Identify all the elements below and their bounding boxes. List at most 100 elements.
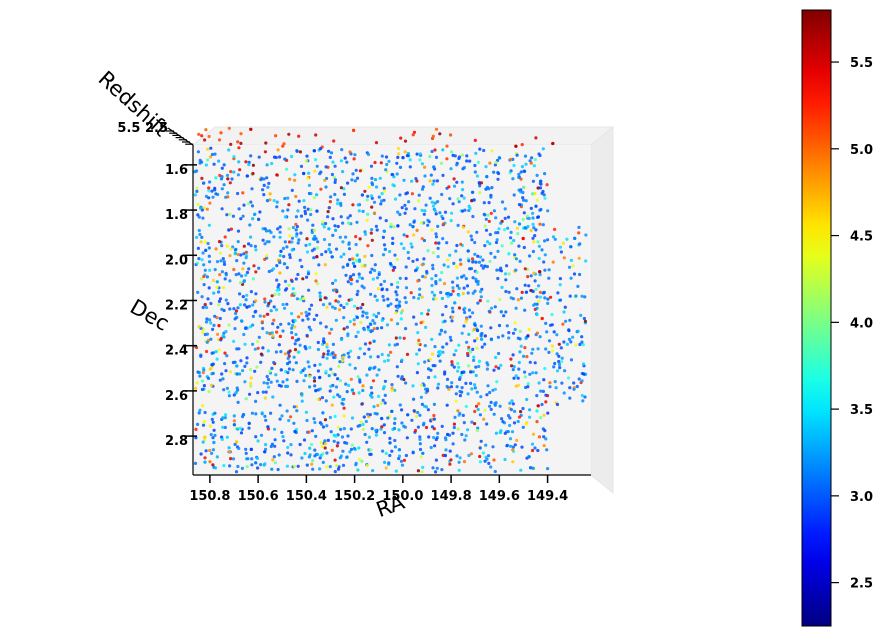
scatter-point — [340, 148, 344, 152]
scatter-point — [331, 305, 335, 309]
scatter-point — [517, 360, 521, 365]
scatter-point — [454, 392, 458, 396]
scatter-point — [394, 290, 398, 294]
scatter-point — [361, 302, 365, 307]
scatter-point — [354, 334, 358, 339]
scatter-point — [415, 258, 419, 262]
scatter-point — [402, 178, 406, 182]
scatter-point — [482, 201, 486, 205]
scatter-point — [413, 269, 418, 273]
scatter-point — [497, 351, 501, 356]
scatter-point — [296, 338, 300, 342]
scatter-point — [304, 310, 308, 314]
scatter-point — [313, 234, 317, 238]
scatter-point — [443, 436, 448, 440]
scatter-point — [452, 177, 456, 181]
scatter-point — [555, 333, 559, 337]
scatter-point — [287, 351, 291, 355]
scatter-point — [304, 159, 308, 163]
scatter-point — [290, 279, 294, 283]
scatter-point — [248, 325, 253, 329]
scatter-point — [537, 299, 541, 303]
scatter-point — [305, 418, 309, 423]
scatter-point — [296, 241, 300, 245]
scatter-point — [291, 287, 295, 291]
scatter-point — [264, 447, 268, 451]
scatter-point — [476, 282, 480, 286]
scatter-point — [363, 264, 367, 268]
scatter-point — [348, 150, 352, 154]
scatter-point — [488, 404, 492, 408]
scatter-point — [388, 453, 392, 458]
scatter-point — [548, 323, 553, 327]
scatter-point — [208, 460, 212, 464]
scatter-point — [211, 195, 215, 199]
scatter-point — [200, 176, 204, 180]
x-tick-label: 150.2 — [334, 489, 375, 504]
scatter-point — [257, 217, 261, 221]
scatter-point — [265, 256, 269, 260]
scatter-point — [399, 317, 403, 321]
scatter-point — [358, 423, 362, 428]
scatter-point — [336, 441, 340, 445]
scatter-point — [465, 154, 469, 158]
scatter-point — [371, 469, 375, 473]
scatter-point — [217, 299, 222, 303]
scatter-point — [373, 294, 377, 298]
scatter-point — [521, 236, 525, 241]
scatter-point — [348, 214, 352, 218]
scatter-point — [243, 342, 247, 346]
scatter-point — [452, 261, 456, 265]
scatter-point — [457, 286, 461, 290]
scatter-point — [201, 327, 205, 331]
scatter-point — [195, 235, 199, 239]
scatter-point — [466, 230, 470, 234]
scatter-point — [202, 384, 206, 388]
scatter-point — [276, 467, 280, 472]
scatter-point — [555, 369, 560, 373]
scatter-point — [535, 331, 540, 335]
scatter-point — [245, 293, 249, 297]
scatter-point — [272, 305, 276, 309]
scatter-point — [542, 378, 546, 382]
scatter-point — [396, 306, 400, 310]
scatter-point — [434, 437, 438, 442]
scatter-point — [441, 237, 445, 241]
scatter-point — [453, 415, 457, 419]
scatter-point — [347, 221, 351, 225]
scatter-point — [285, 266, 289, 270]
scatter-point — [278, 225, 282, 229]
scatter-point — [403, 139, 408, 143]
scatter-point — [492, 458, 496, 462]
scatter-point — [363, 230, 367, 234]
scatter-point — [211, 371, 215, 375]
scatter-point — [538, 222, 542, 226]
scatter-point — [201, 440, 205, 444]
scatter-point — [461, 413, 465, 417]
scatter-point — [510, 430, 515, 434]
scatter-point — [227, 148, 231, 152]
scatter-point — [333, 306, 337, 310]
scatter-point — [198, 232, 202, 237]
scatter-point — [193, 170, 197, 174]
scatter-point — [354, 242, 358, 247]
scatter-point — [323, 178, 327, 182]
scatter-point — [207, 254, 211, 258]
scatter-point — [336, 300, 340, 304]
scatter-point — [467, 308, 471, 312]
scatter-point — [204, 320, 209, 324]
scatter-point — [537, 381, 541, 385]
scatter-point — [386, 416, 390, 420]
scatter-point — [208, 448, 212, 453]
scatter-point — [395, 365, 399, 369]
scatter-point — [213, 314, 217, 318]
scatter-point — [505, 444, 509, 448]
scatter-point — [445, 384, 449, 389]
scatter-point — [432, 179, 436, 183]
scatter-point — [254, 292, 258, 296]
scatter-point — [333, 458, 337, 462]
scatter-point — [492, 412, 496, 416]
scatter-point — [314, 272, 318, 276]
scatter-point — [530, 156, 534, 160]
scatter-point — [243, 326, 248, 330]
